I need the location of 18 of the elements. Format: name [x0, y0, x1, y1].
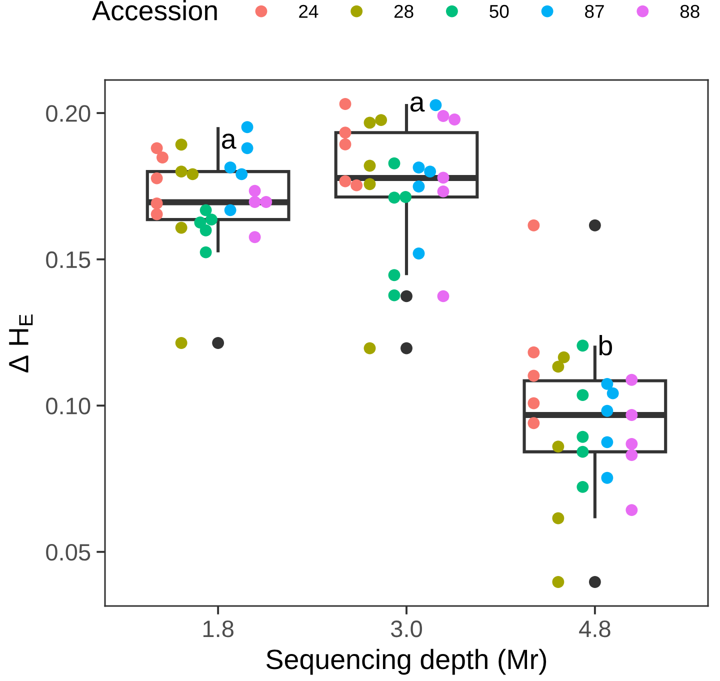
legend-label: 28 [394, 4, 414, 18]
x-tick-label: 3.0 [390, 620, 422, 638]
legend-label: 50 [490, 4, 509, 18]
y-tick-label: 0.15 [46, 251, 90, 268]
y-tick-label: 0.20 [46, 105, 90, 122]
y-tick-label: 0.10 [46, 398, 90, 414]
legend-label: 24 [299, 4, 318, 18]
x-tick-label: 1.8 [203, 620, 234, 638]
annotation: b [600, 335, 612, 356]
y-tick-label: 0.05 [46, 544, 90, 561]
legend-label: 88 [680, 4, 700, 18]
annotation: a [410, 96, 425, 112]
y-axis-title: Δ H$_{E}$ [9, 314, 33, 372]
x-tick-label: 4.8 [579, 620, 610, 638]
annotation: a [222, 134, 236, 149]
legend-title: Accession [92, 0, 217, 20]
legend-label: 87 [585, 4, 604, 18]
x-axis-title: Sequencing depth (Mr) [266, 648, 546, 675]
